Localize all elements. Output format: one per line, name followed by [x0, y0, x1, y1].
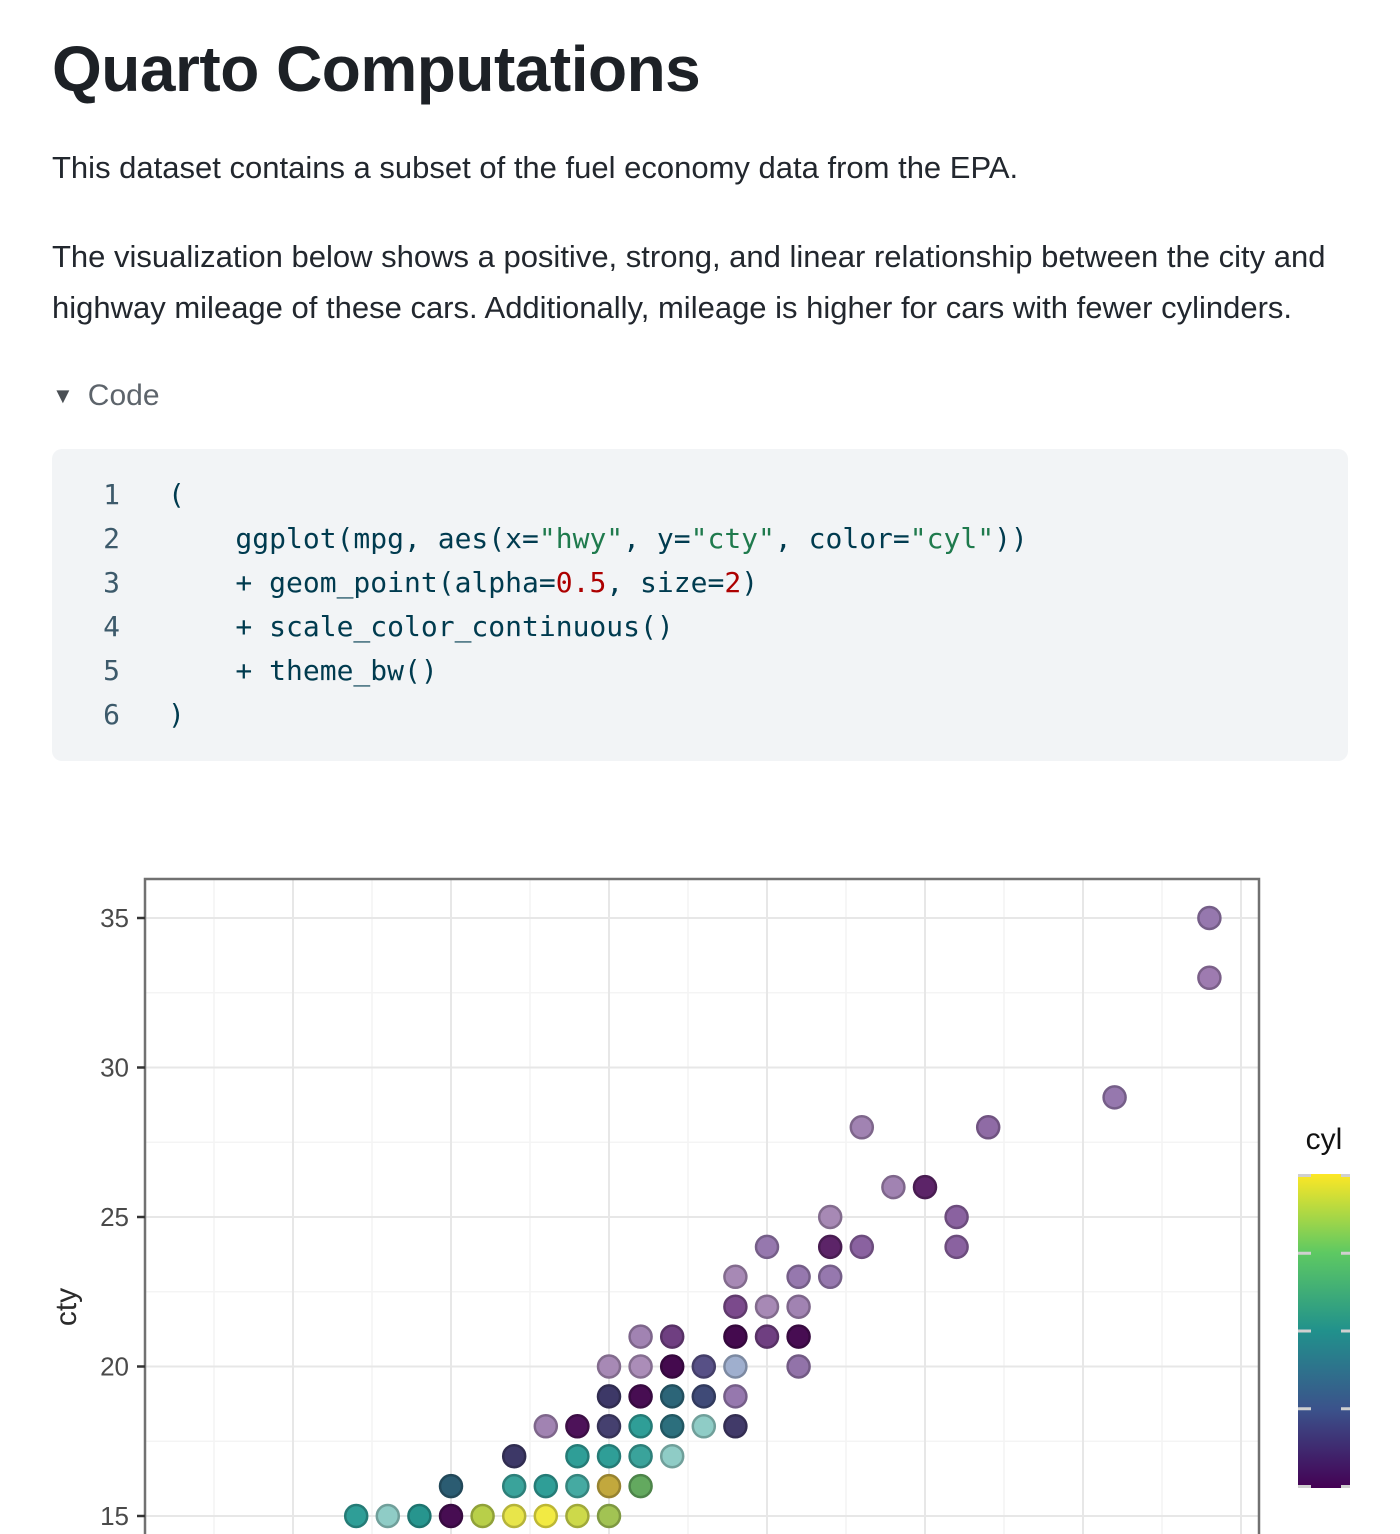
code-line-content: + theme_bw() — [168, 654, 438, 688]
data-point — [596, 1384, 622, 1409]
data-point — [912, 1174, 938, 1200]
y-axis-title: cty — [50, 1288, 83, 1326]
panel-border — [143, 877, 1261, 1534]
data-point — [438, 1503, 464, 1529]
data-point — [628, 1414, 653, 1439]
paragraph-intro: This dataset contains a subset of the fu… — [52, 150, 1019, 186]
document-body: Quarto Computations This dataset contain… — [0, 33, 1400, 762]
code-line-content: ( — [168, 478, 185, 512]
legend-title: cyl — [1306, 1123, 1343, 1156]
code-line-number: 2 — [103, 522, 120, 556]
code-line-content: + scale_color_continuous() — [168, 610, 674, 644]
code-fold-toggle[interactable]: ▼ Code — [52, 379, 1348, 413]
data-point — [501, 1443, 527, 1469]
data-point — [723, 1294, 748, 1319]
data-point — [470, 1503, 495, 1529]
data-point — [659, 1324, 685, 1349]
y-tick-label: 35 — [100, 903, 129, 933]
data-point — [628, 1473, 653, 1499]
code-line-number: 4 — [103, 610, 120, 644]
paragraph-description: The visualization below shows a positive… — [52, 239, 1326, 326]
data-point — [723, 1354, 748, 1379]
data-point — [754, 1324, 780, 1349]
data-point — [723, 1384, 748, 1409]
data-point — [659, 1414, 685, 1439]
data-point — [596, 1503, 622, 1529]
data-point — [533, 1503, 559, 1529]
scatter-plot: 35 30 25 20 15 cty cyl — [50, 877, 1350, 1534]
data-point — [786, 1294, 811, 1319]
y-tick-label: 30 — [100, 1053, 129, 1083]
data-point — [565, 1503, 590, 1529]
data-point — [944, 1234, 969, 1260]
data-point — [659, 1354, 685, 1379]
data-point — [596, 1414, 622, 1439]
y-tick-label: 20 — [100, 1352, 129, 1382]
data-point — [659, 1443, 685, 1469]
data-point — [628, 1384, 653, 1409]
data-point — [786, 1264, 811, 1290]
data-point — [596, 1443, 622, 1469]
figure-container: 35 30 25 20 15 cty cyl — [0, 864, 1400, 1534]
data-point — [565, 1473, 590, 1499]
code-line-content: ggplot(mpg, aes(x="hwy", y="cty", color=… — [168, 522, 1028, 556]
data-point — [881, 1174, 906, 1200]
code-line: 4 + scale_color_continuous() — [94, 605, 1328, 649]
code-block: 1(2 ggplot(mpg, aes(x="hwy", y="cty", co… — [52, 449, 1348, 762]
data-point — [1197, 965, 1222, 991]
data-point — [438, 1473, 464, 1499]
data-point — [533, 1414, 559, 1439]
code-line: 3 + geom_point(alpha=0.5, size=2) — [94, 561, 1328, 605]
data-point — [565, 1443, 590, 1469]
data-point — [817, 1264, 843, 1290]
page-title: Quarto Computations — [52, 33, 701, 105]
data-point — [849, 1115, 875, 1140]
data-point — [375, 1503, 401, 1529]
y-tick-label: 15 — [100, 1501, 129, 1531]
code-line: 2 ggplot(mpg, aes(x="hwy", y="cty", colo… — [94, 517, 1328, 561]
data-point — [817, 1234, 843, 1260]
data-point — [596, 1354, 622, 1379]
data-point — [849, 1234, 875, 1260]
data-point — [628, 1354, 653, 1379]
y-tick-label: 25 — [100, 1202, 129, 1232]
data-point — [596, 1473, 622, 1499]
code-line: 1( — [94, 473, 1328, 517]
data-point — [691, 1384, 717, 1409]
data-point — [691, 1354, 717, 1379]
data-point — [628, 1443, 653, 1469]
code-line: 6) — [94, 693, 1328, 737]
code-line: 5 + theme_bw() — [94, 649, 1328, 693]
data-point — [533, 1473, 559, 1499]
data-point — [691, 1414, 717, 1439]
data-point — [565, 1414, 590, 1439]
code-line-number: 6 — [103, 698, 120, 732]
data-point — [659, 1384, 685, 1409]
code-line-content: + geom_point(alpha=0.5, size=2) — [168, 566, 759, 600]
data-point — [723, 1324, 748, 1349]
data-point — [501, 1503, 527, 1529]
data-point — [723, 1264, 748, 1290]
data-point — [407, 1503, 432, 1529]
data-point — [723, 1414, 748, 1439]
data-point — [343, 1503, 369, 1529]
data-point — [817, 1204, 843, 1230]
data-point — [754, 1234, 780, 1260]
data-point — [975, 1115, 1001, 1140]
data-point — [754, 1294, 780, 1319]
data-point — [786, 1354, 811, 1379]
data-point — [1197, 905, 1222, 931]
code-line-content: ) — [168, 698, 185, 732]
data-point — [786, 1324, 811, 1349]
data-point — [501, 1473, 527, 1499]
code-fold-label: Code — [87, 379, 160, 413]
data-point — [944, 1204, 969, 1230]
code-line-number: 5 — [103, 654, 120, 688]
code-line-number: 3 — [103, 566, 120, 600]
code-line-number: 1 — [103, 478, 120, 512]
data-point — [628, 1324, 653, 1349]
data-point — [1102, 1085, 1127, 1110]
disclosure-triangle-icon: ▼ — [52, 383, 74, 409]
